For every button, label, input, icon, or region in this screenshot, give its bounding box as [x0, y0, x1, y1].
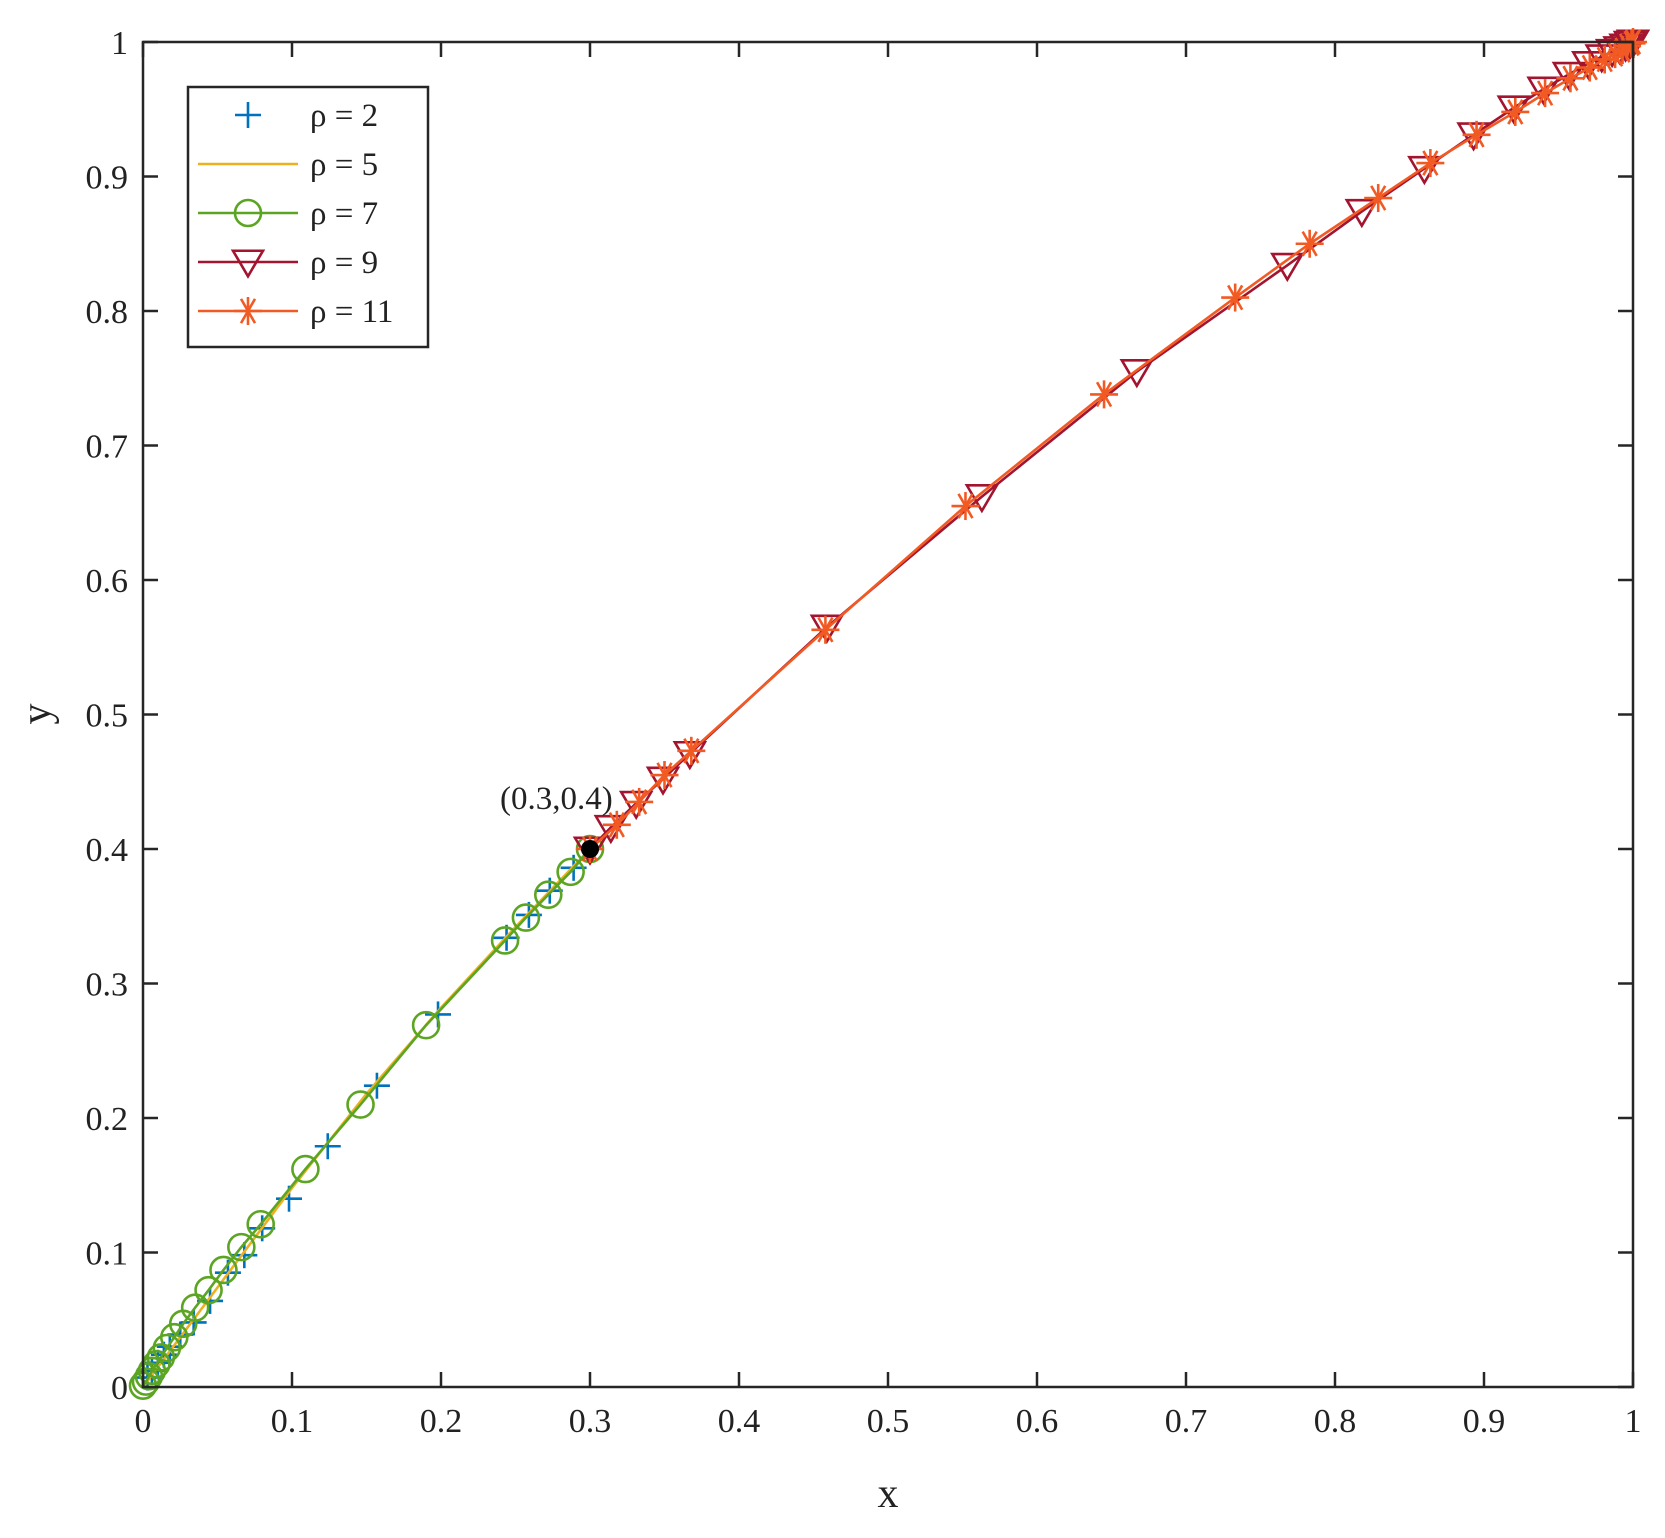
series-3	[128, 834, 605, 1400]
legend-label: ρ = 2	[310, 98, 378, 134]
x-axis-label: x	[878, 1471, 899, 1517]
data-point	[951, 492, 980, 521]
data-point	[677, 736, 706, 765]
data-point	[1221, 283, 1250, 312]
axis-ticks: 0 0.1 0.2 0.3 0.4 0.5 0.6 0.7 0.8 0.9 1 0 0.1 0.2 0.3 0…	[86, 25, 1642, 1440]
data-point	[1090, 380, 1119, 409]
y-axis-label: y	[14, 704, 60, 725]
y-tick-label: 0.2	[86, 1101, 129, 1138]
data-point	[209, 1255, 238, 1285]
legend-entry: ρ = 9	[198, 245, 378, 281]
data-point	[1462, 120, 1491, 149]
data-point	[1295, 229, 1324, 258]
x-tick-label: 0.7	[1165, 1403, 1208, 1440]
legend-entry: ρ = 11	[198, 294, 393, 330]
legend-label: ρ = 7	[310, 196, 378, 232]
y-tick-label: 0.8	[86, 294, 129, 331]
legend-marker	[234, 297, 262, 325]
data-point	[227, 1232, 256, 1262]
x-tick-label: 0.6	[1016, 1403, 1059, 1440]
x-tick-label: 0.5	[867, 1403, 910, 1440]
data-point	[1456, 122, 1491, 152]
data-point	[645, 766, 681, 796]
legend-box	[186, 85, 430, 349]
y-tick-label: 0	[111, 1370, 128, 1407]
legend-marker	[235, 102, 261, 128]
y-tick-label: 0.3	[86, 967, 129, 1004]
data-point	[618, 790, 654, 821]
x-tick-label: 0.1	[271, 1403, 314, 1440]
legend-label: ρ = 11	[310, 294, 393, 330]
data-point	[811, 615, 840, 644]
data-point	[246, 1209, 276, 1239]
x-tick-label: 0.4	[718, 1403, 761, 1440]
x-tick-label: 0.8	[1314, 1403, 1357, 1440]
x-tick-label: 0.2	[420, 1403, 463, 1440]
data-point	[1119, 358, 1155, 389]
data-point	[511, 903, 541, 932]
legend-marker	[233, 198, 263, 228]
data-point	[291, 1154, 320, 1184]
legend-entry: ρ = 5	[198, 147, 378, 183]
data-point	[346, 1090, 375, 1119]
x-tick-label: 0.9	[1463, 1403, 1506, 1440]
annotation-point	[581, 840, 599, 858]
y-tick-label: 0.1	[86, 1236, 129, 1273]
data-point	[1501, 97, 1530, 126]
annotations: (0.3,0.4)	[500, 781, 613, 858]
data-point	[556, 857, 585, 887]
y-tick-label: 1	[111, 25, 128, 62]
y-tick-label: 0.9	[86, 160, 129, 197]
x-tick-label: 0.3	[569, 1403, 612, 1440]
data-point	[194, 1275, 223, 1305]
data-point	[1364, 184, 1393, 213]
plot-area	[128, 28, 1651, 1400]
data-point	[1531, 79, 1560, 108]
annotation-label: (0.3,0.4)	[500, 781, 613, 817]
y-tick-label: 0.5	[86, 698, 129, 735]
x-tick-label: 0	[135, 1403, 152, 1440]
y-tick-label: 0.6	[86, 563, 129, 600]
legend-entry: ρ = 7	[198, 196, 378, 232]
data-point	[490, 926, 520, 955]
data-point	[625, 787, 654, 816]
legend-marker	[230, 249, 266, 279]
legend-label: ρ = 5	[310, 147, 378, 183]
data-point	[1556, 64, 1585, 93]
y-tick-label: 0.4	[86, 832, 129, 869]
data-point	[1407, 155, 1442, 186]
data-point	[672, 740, 708, 771]
data-point	[533, 880, 563, 910]
x-tick-label: 1	[1625, 1403, 1642, 1440]
y-tick-label: 0.7	[86, 429, 129, 466]
data-point	[314, 1133, 341, 1160]
series-5	[576, 28, 1647, 863]
legend-label: ρ = 9	[310, 245, 378, 281]
data-point	[1416, 149, 1445, 178]
legend-entry: ρ = 2	[235, 98, 378, 134]
legend: ρ = 2 ρ = 5 ρ = 7 ρ = 9 ρ = 11	[186, 85, 430, 349]
data-point	[411, 1010, 441, 1040]
data-point	[602, 810, 631, 839]
data-point	[650, 761, 679, 790]
